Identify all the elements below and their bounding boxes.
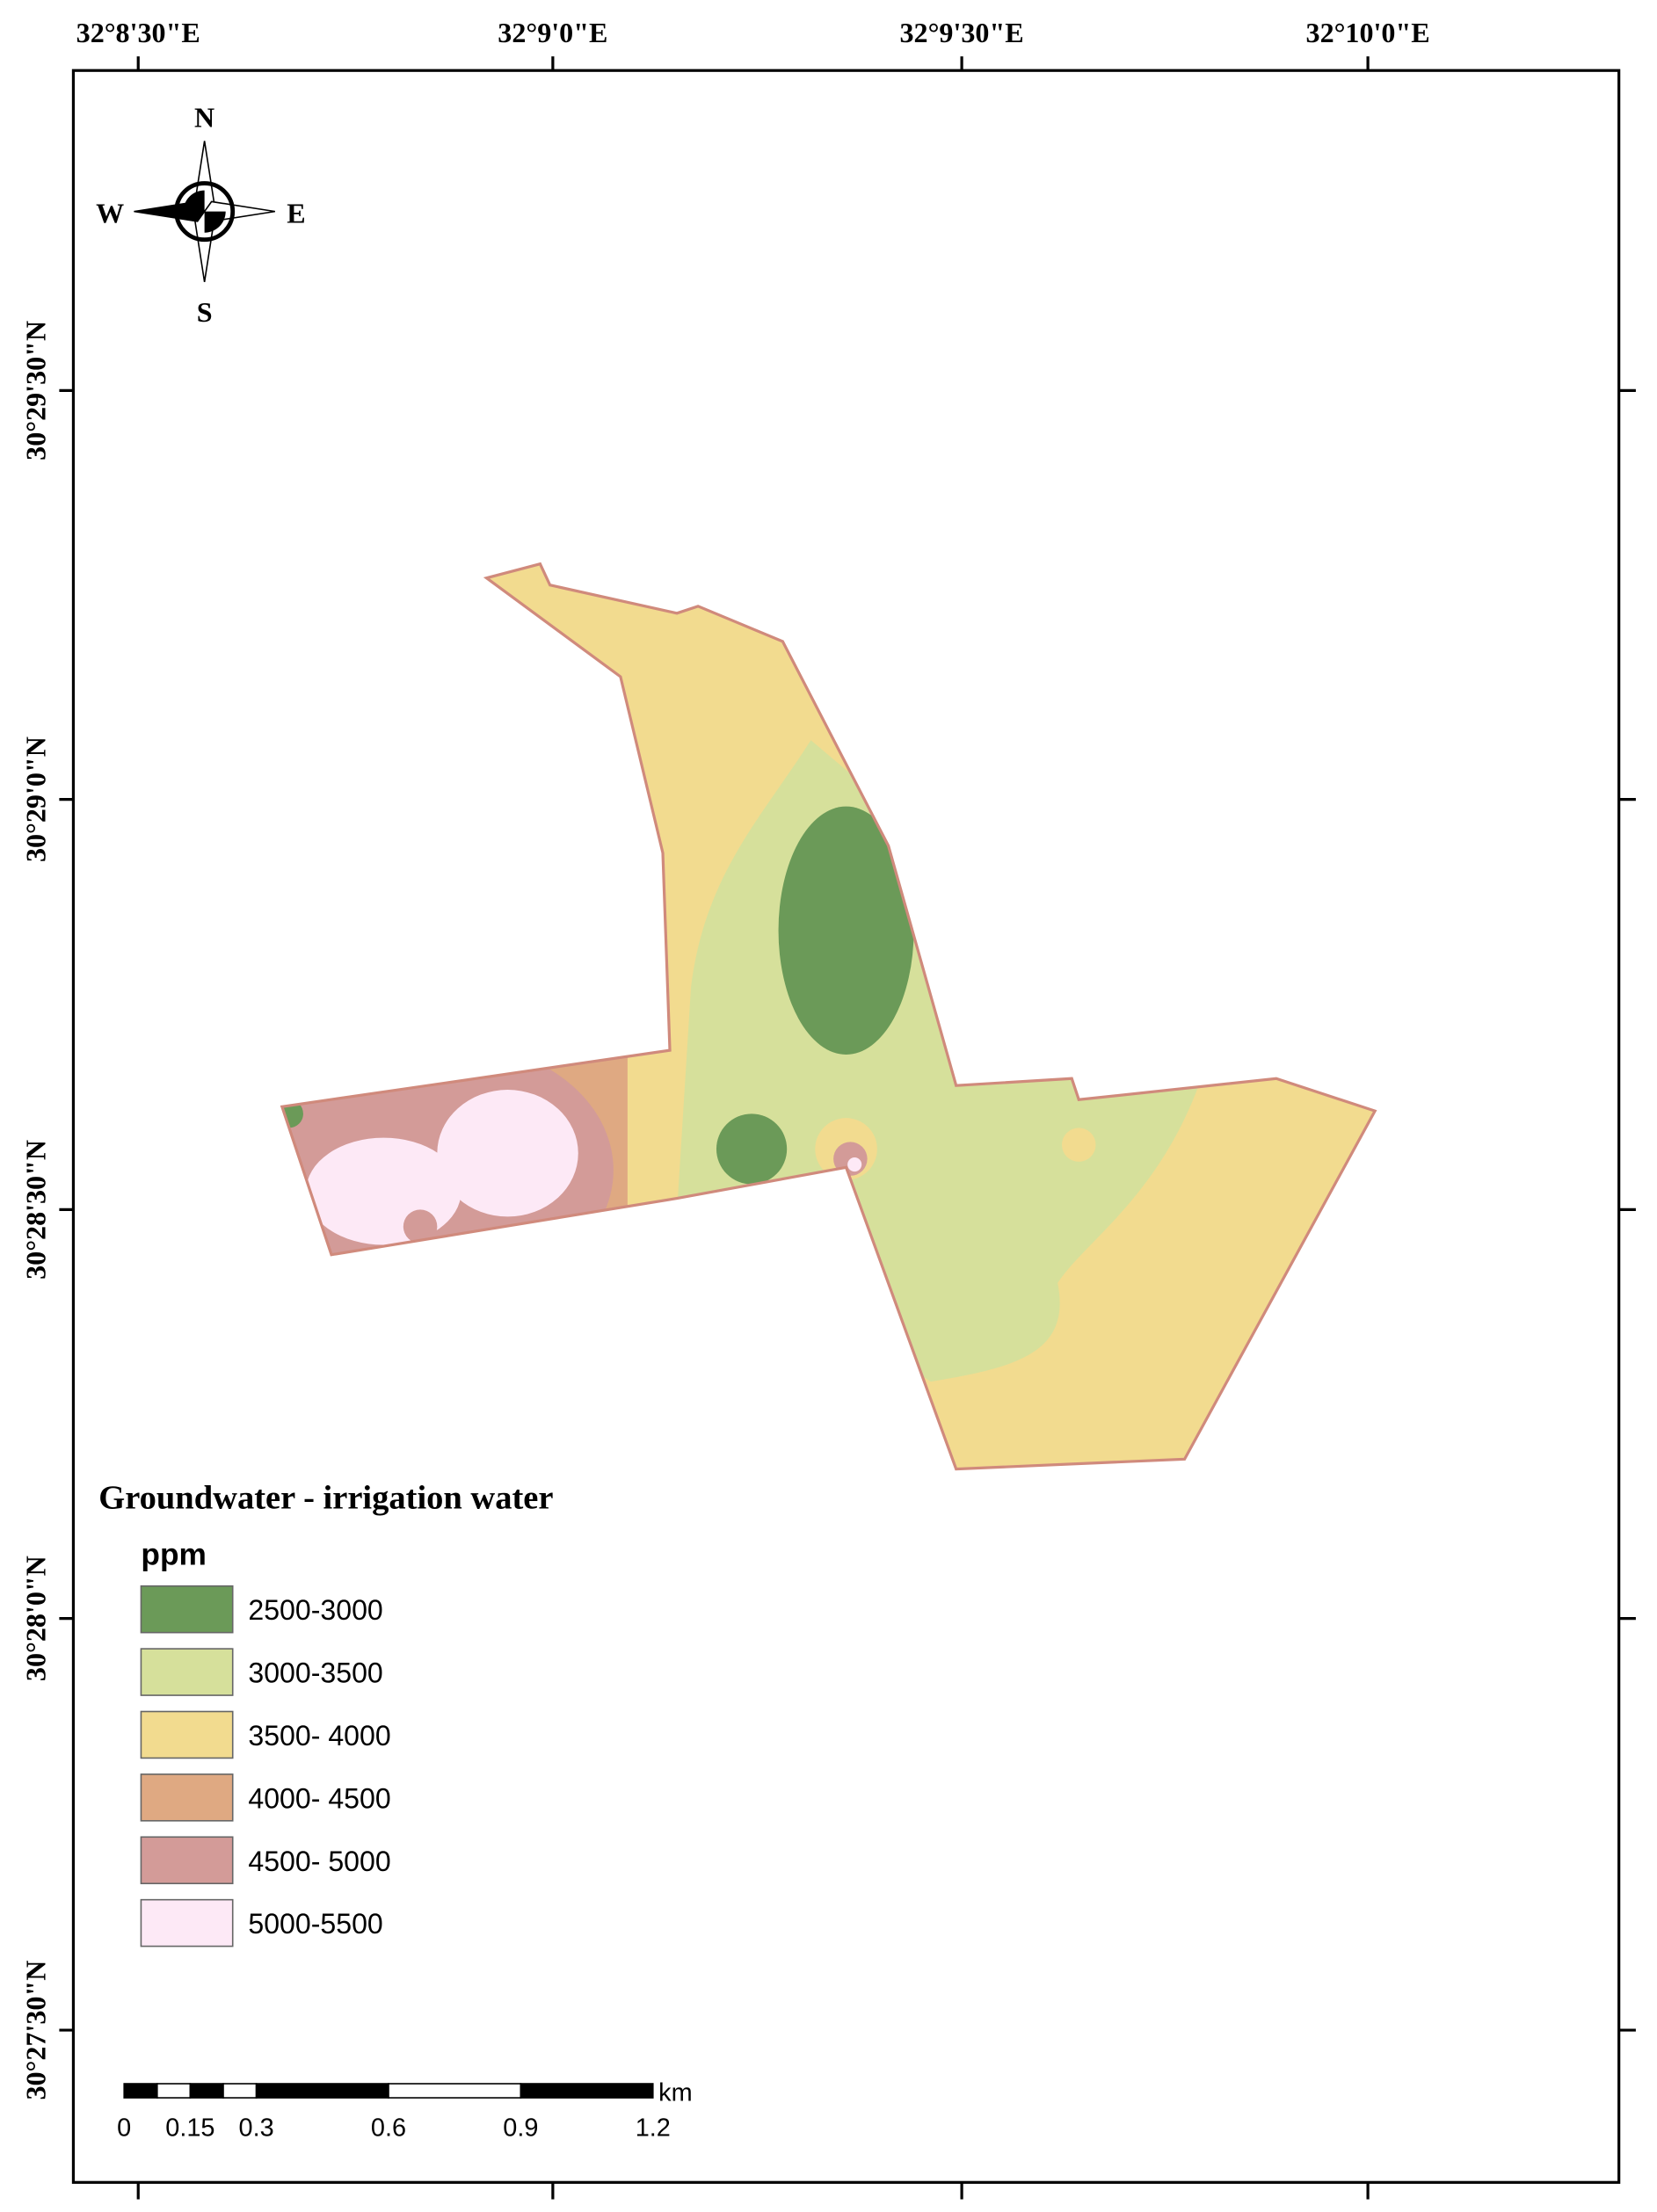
scale-segment	[388, 2083, 522, 2099]
zone-5000-5500	[847, 1157, 862, 1172]
legend-title: Groundwater - irrigation water	[98, 1480, 553, 1517]
scale-bar: 0 0.15 0.3 0.6 0.9 1.2 km	[117, 2078, 693, 2142]
scale-unit: km	[658, 2078, 692, 2107]
scale-segment	[156, 2083, 192, 2099]
compass-center	[183, 190, 226, 233]
scale-segment	[255, 2083, 389, 2099]
latitude-label: 30°28'30"N	[19, 1140, 51, 1280]
scale-label: 0.9	[503, 2114, 538, 2142]
legend-swatch	[140, 1585, 234, 1634]
scale-segment	[520, 2083, 654, 2099]
scale-label: 0.6	[371, 2114, 406, 2142]
legend-label: 5000-5500	[248, 1908, 382, 1940]
latitude-label: 30°28'0"N	[19, 1556, 51, 1681]
compass-ring	[174, 181, 236, 243]
legend-label: 3500- 4000	[248, 1720, 390, 1751]
legend-label: 4000- 4500	[248, 1782, 390, 1814]
raster	[281, 563, 1376, 1469]
left-ticks: 30°29'30"N 30°29'0"N 30°28'30"N 30°28'0"N 30…	[19, 321, 1636, 2100]
scale-segment	[189, 2083, 224, 2099]
compass-w: W	[96, 197, 124, 228]
legend: 2500-3000 3000-3500 3500- 4000 4000- 4500 45…	[140, 1585, 391, 1947]
latitude-label: 30°29'30"N	[19, 321, 51, 461]
scale-label: 0.3	[239, 2114, 274, 2142]
compass-n: N	[194, 101, 214, 133]
latitude-label: 30°27'30"N	[19, 1961, 51, 2100]
legend-label: 2500-3000	[248, 1594, 382, 1626]
legend-swatch	[140, 1710, 234, 1759]
longitude-label: 32°10'0"E	[1306, 17, 1430, 48]
longitude-label: 32°9'0"E	[498, 17, 607, 48]
scale-segment	[123, 2083, 158, 2099]
scale-label: 0.15	[165, 2114, 214, 2142]
scale-label: 1.2	[636, 2114, 671, 2142]
zone-3500-4000	[1061, 1128, 1096, 1162]
legend-swatch	[140, 1836, 234, 1885]
zone-2500-3000	[716, 1113, 788, 1185]
scale-segment	[222, 2083, 258, 2099]
longitude-label: 32°8'30"E	[76, 17, 200, 48]
top-ticks: 32°8'30"E 32°9'0"E 32°9'30"E 32°10'0"E	[76, 17, 1430, 2200]
legend-label: 4500- 5000	[248, 1846, 390, 1877]
north-arrow: N S E W	[96, 101, 305, 327]
zone-2500-3000	[778, 806, 914, 1055]
zone-4500-5000	[403, 1209, 438, 1244]
zone-5000-5500	[306, 1137, 461, 1245]
study-area-outline	[280, 562, 1377, 1471]
latitude-label: 30°29'0"N	[19, 736, 51, 862]
legend-label: 3000-3500	[248, 1657, 382, 1689]
zone-5000-5500	[437, 1090, 578, 1217]
scale-label: 0	[117, 2114, 131, 2142]
legend-swatch	[140, 1648, 234, 1696]
legend-swatch	[140, 1898, 234, 1947]
compass-s: S	[197, 296, 213, 328]
compass-e: E	[287, 197, 305, 228]
longitude-label: 32°9'30"E	[900, 17, 1024, 48]
legend-swatch	[140, 1773, 234, 1822]
legend-unit: ppm	[141, 1538, 206, 1572]
map-frame	[71, 69, 1621, 2184]
zone-2500-3000	[281, 1099, 303, 1128]
